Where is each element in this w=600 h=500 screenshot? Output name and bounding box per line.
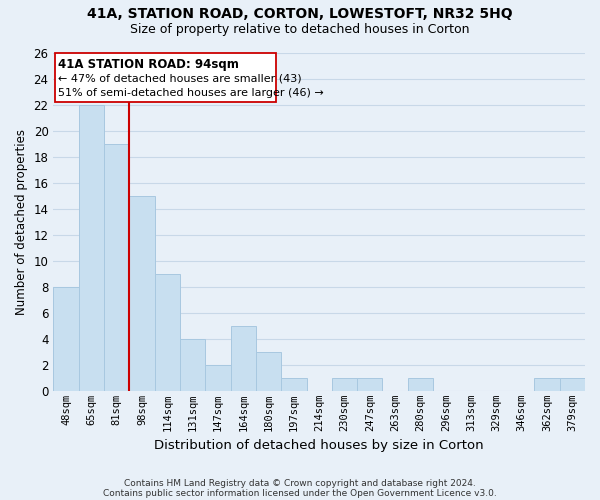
Text: Contains public sector information licensed under the Open Government Licence v3: Contains public sector information licen…	[103, 488, 497, 498]
Bar	[560, 378, 585, 391]
Bar	[104, 144, 130, 391]
Bar	[205, 365, 230, 391]
Bar	[130, 196, 155, 391]
Bar	[256, 352, 281, 391]
Text: 41A, STATION ROAD, CORTON, LOWESTOFT, NR32 5HQ: 41A, STATION ROAD, CORTON, LOWESTOFT, NR…	[87, 8, 513, 22]
Bar	[79, 104, 104, 391]
Text: 51% of semi-detached houses are larger (46) →: 51% of semi-detached houses are larger (…	[58, 88, 324, 98]
Bar	[155, 274, 180, 391]
Bar	[408, 378, 433, 391]
Bar	[281, 378, 307, 391]
Y-axis label: Number of detached properties: Number of detached properties	[15, 128, 28, 314]
FancyBboxPatch shape	[55, 52, 276, 102]
Bar	[357, 378, 382, 391]
Bar	[180, 339, 205, 391]
Text: Size of property relative to detached houses in Corton: Size of property relative to detached ho…	[130, 22, 470, 36]
Bar	[230, 326, 256, 391]
Bar	[535, 378, 560, 391]
Text: 41A STATION ROAD: 94sqm: 41A STATION ROAD: 94sqm	[58, 58, 239, 70]
Text: ← 47% of detached houses are smaller (43): ← 47% of detached houses are smaller (43…	[58, 74, 302, 84]
Bar	[332, 378, 357, 391]
Text: Contains HM Land Registry data © Crown copyright and database right 2024.: Contains HM Land Registry data © Crown c…	[124, 478, 476, 488]
X-axis label: Distribution of detached houses by size in Corton: Distribution of detached houses by size …	[154, 440, 484, 452]
Bar	[53, 287, 79, 391]
